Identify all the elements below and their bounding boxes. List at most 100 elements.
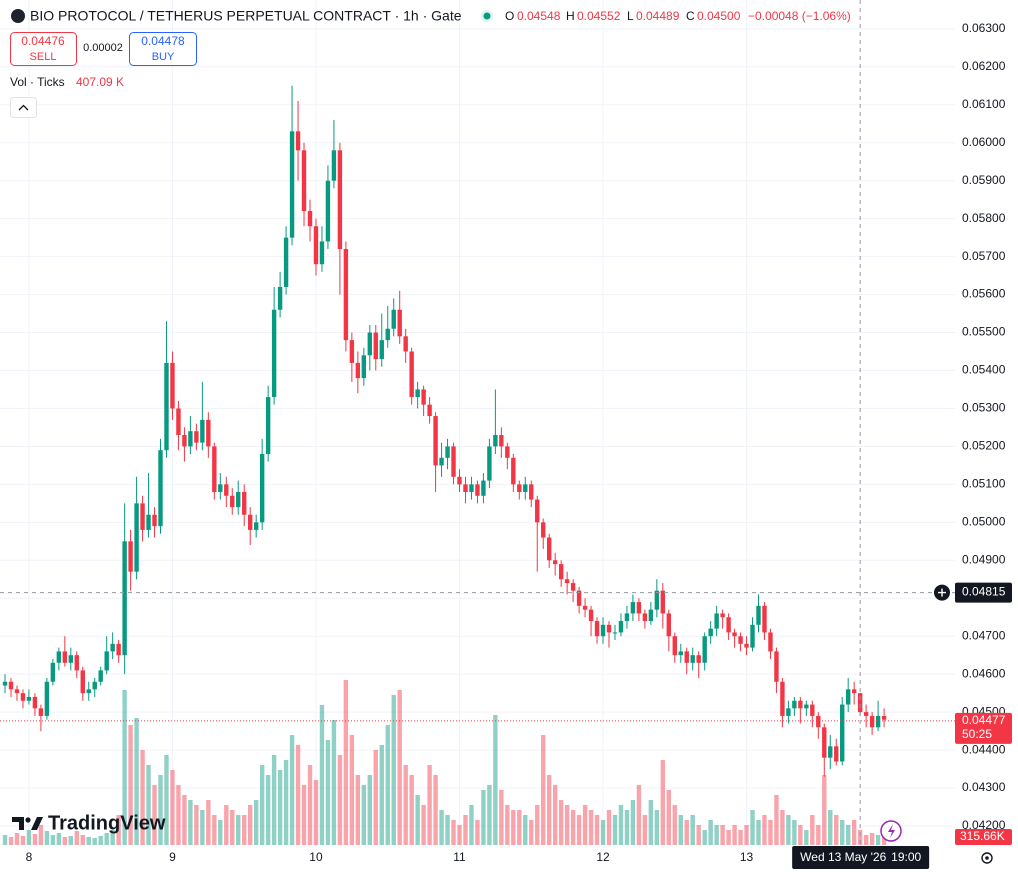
candle-body xyxy=(74,655,79,671)
volume-bar xyxy=(732,825,737,845)
candle-body xyxy=(110,643,115,652)
ohlc-key: O xyxy=(505,9,514,23)
candle-body xyxy=(810,704,815,716)
candle-body xyxy=(588,609,594,622)
volume-bar xyxy=(62,837,68,845)
volume-bar xyxy=(720,825,725,845)
volume-bar xyxy=(26,830,32,845)
volume-bar xyxy=(558,800,564,845)
volume-bar xyxy=(218,820,223,845)
volume-bar xyxy=(32,834,38,845)
candle-body xyxy=(576,590,582,606)
candle-body xyxy=(307,211,313,227)
volume-bar xyxy=(541,735,546,845)
volume-bar xyxy=(672,805,677,845)
volume-bar xyxy=(236,815,241,845)
candle-body xyxy=(851,689,857,694)
candle-body xyxy=(756,605,761,625)
volume-bar xyxy=(134,718,139,845)
volume-bar xyxy=(828,810,833,845)
volume-bar xyxy=(343,680,349,845)
volume-bar xyxy=(265,775,271,845)
x-tick-label: 8 xyxy=(26,850,33,864)
candle-body xyxy=(164,362,169,451)
candle-body xyxy=(594,621,600,637)
candle-body xyxy=(92,681,97,690)
candle-body xyxy=(367,332,373,356)
volume-bar xyxy=(576,815,582,845)
volume-bar xyxy=(726,830,731,845)
candle-body xyxy=(708,628,713,637)
candle-body xyxy=(475,484,480,496)
ohlc-value: 0.04500 xyxy=(697,9,741,23)
candle-body xyxy=(546,537,552,561)
candle-body xyxy=(271,309,277,398)
candle-body xyxy=(505,446,510,458)
volume-bar xyxy=(38,825,44,845)
volume-bar xyxy=(224,805,229,845)
candle-body xyxy=(391,309,396,329)
volume-bar xyxy=(570,810,576,845)
volume-bar xyxy=(295,745,301,845)
candle-body xyxy=(648,609,654,622)
volume-bar xyxy=(588,810,594,845)
buy-button[interactable] xyxy=(129,32,197,66)
ohlc-key: C xyxy=(686,9,695,23)
status-dot xyxy=(483,12,491,20)
candle-body xyxy=(840,704,845,762)
volume-bar xyxy=(379,745,384,845)
candle-body xyxy=(816,715,821,728)
candle-body xyxy=(176,408,181,436)
candle-body xyxy=(768,632,773,652)
candle-body xyxy=(433,416,438,466)
sell-price[interactable]: 0.04476 xyxy=(21,34,65,48)
volume-bar xyxy=(259,765,265,845)
sell-button[interactable] xyxy=(10,32,77,66)
candle-body xyxy=(44,681,50,716)
candle-body xyxy=(570,583,576,591)
volume-bar xyxy=(463,815,468,845)
indicator-name: Vol · Ticks xyxy=(10,75,65,89)
candle-body xyxy=(403,336,408,352)
volume-bar xyxy=(654,810,660,845)
candle-body xyxy=(535,499,540,523)
candle-body xyxy=(289,131,295,238)
y-tick-label: 0.04600 xyxy=(962,666,1006,680)
volume-bar xyxy=(2,835,8,845)
volume-bar xyxy=(20,836,26,845)
candle-body xyxy=(774,651,779,682)
volume-bar xyxy=(80,835,85,845)
collapse-button[interactable] xyxy=(10,97,37,118)
volume-bar xyxy=(397,690,402,845)
volume-bar xyxy=(391,695,396,845)
volume-bar xyxy=(636,785,642,845)
y-tick-label: 0.06200 xyxy=(962,59,1006,73)
candle-body xyxy=(188,431,193,447)
volume-bar xyxy=(564,805,570,845)
candle-body xyxy=(714,613,719,629)
candle-body xyxy=(32,696,38,709)
candle-body xyxy=(487,446,492,481)
volume-label: 315.66K xyxy=(960,829,1005,843)
buy-label[interactable]: BUY xyxy=(152,51,175,63)
volume-bar xyxy=(517,810,522,845)
volume-bar xyxy=(110,830,115,845)
buy-price[interactable]: 0.04478 xyxy=(141,34,185,48)
candle-body xyxy=(582,605,588,610)
volume-bar xyxy=(176,785,181,845)
candle-body xyxy=(415,389,420,398)
volume-bar xyxy=(475,820,480,845)
volume-bar xyxy=(762,815,767,845)
volume-bar xyxy=(857,830,863,845)
candle-body xyxy=(750,624,755,648)
volume-bar xyxy=(481,790,486,845)
settings-button[interactable] xyxy=(981,852,993,864)
y-tick-label: 0.05500 xyxy=(962,325,1006,339)
candle-body xyxy=(301,150,307,212)
sell-label[interactable]: SELL xyxy=(30,51,57,63)
volume-bar xyxy=(104,833,109,845)
ohlc-key: L xyxy=(627,9,634,23)
candle-body xyxy=(409,351,414,398)
volume-badge xyxy=(955,829,1012,845)
